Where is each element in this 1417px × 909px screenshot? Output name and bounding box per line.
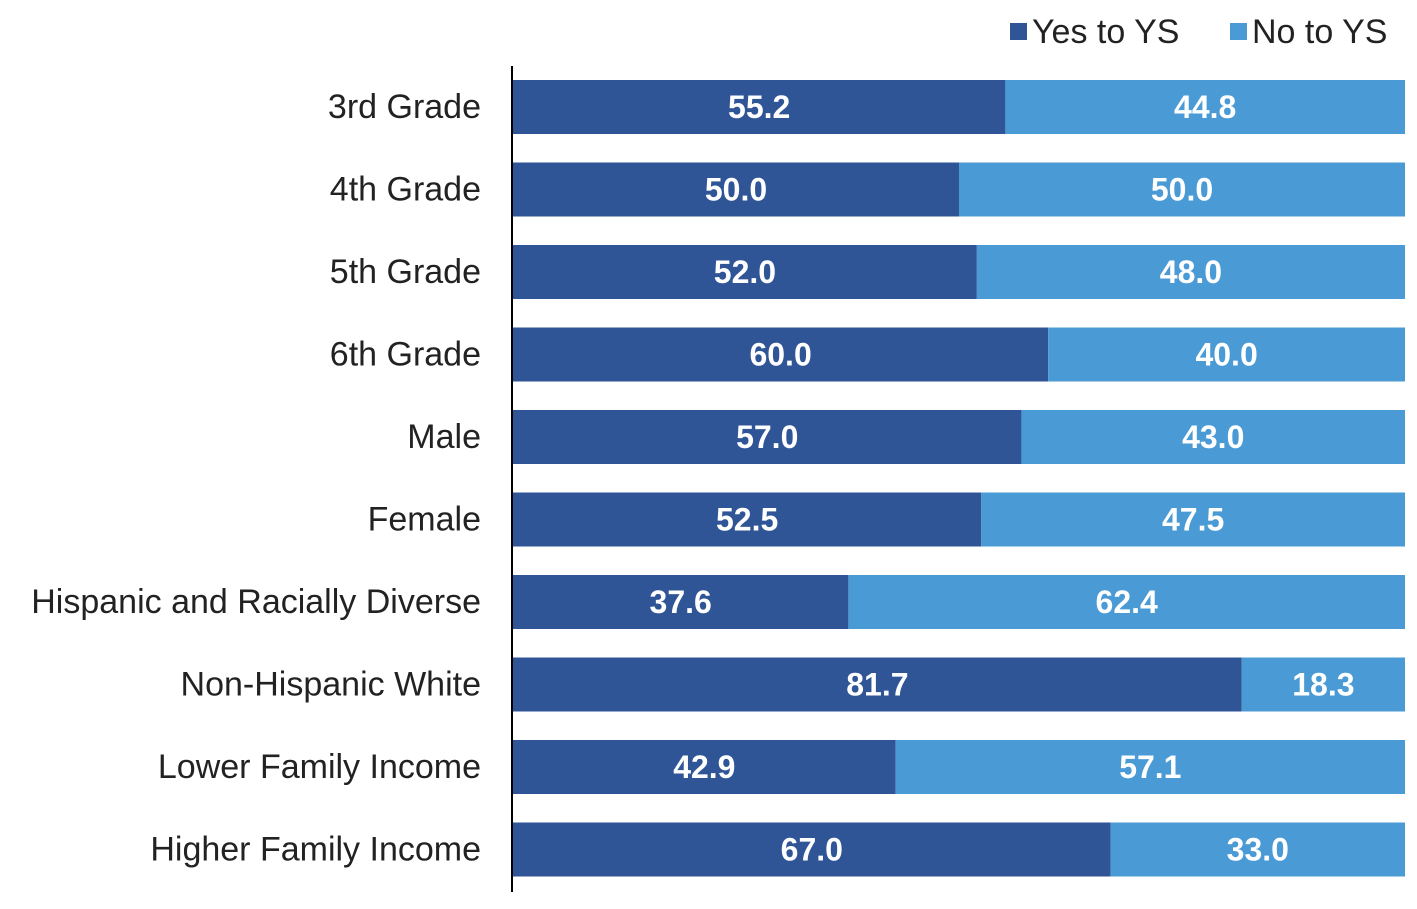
category-label-hispanic-and-racially-diverse: Hispanic and Racially Diverse xyxy=(31,583,481,621)
legend-label-no-to-ys: No to YS xyxy=(1252,13,1387,51)
bar-no-to-ys-lower-family-income xyxy=(895,740,1405,794)
data-label-yes-to-ys-lower-family-income: 42.9 xyxy=(673,749,735,785)
data-label-yes-to-ys-female: 52.5 xyxy=(716,502,778,538)
data-label-yes-to-ys-4th-grade: 50.0 xyxy=(705,172,767,208)
data-label-no-to-ys-female: 47.5 xyxy=(1162,502,1224,538)
data-label-yes-to-ys-male: 57.0 xyxy=(736,419,798,455)
data-label-no-to-ys-3rd-grade: 44.8 xyxy=(1174,89,1236,125)
category-label-higher-family-income: Higher Family Income xyxy=(150,831,481,869)
legend-label-yes-to-ys: Yes to YS xyxy=(1032,13,1179,51)
category-label-male: Male xyxy=(407,418,481,456)
bar-yes-to-ys-4th-grade xyxy=(513,162,959,217)
category-label-non-hispanic-white: Non-Hispanic White xyxy=(181,666,481,704)
data-label-yes-to-ys-5th-grade: 52.0 xyxy=(714,254,776,290)
bar-yes-to-ys-3rd-grade xyxy=(513,80,1006,134)
data-label-yes-to-ys-3rd-grade: 55.2 xyxy=(728,89,790,125)
data-labels: 55.2 44.8 50.0 50.0 52.0 48.0 60.0 40.0 57.0 43.0… xyxy=(650,89,1355,868)
bar-no-to-ys-male xyxy=(1021,410,1405,464)
data-label-no-to-ys-lower-family-income: 57.1 xyxy=(1119,749,1181,785)
data-label-no-to-ys-5th-grade: 48.0 xyxy=(1160,254,1222,290)
legend: Yes to YS No to YS xyxy=(1010,13,1387,51)
data-label-yes-to-ys-6th-grade: 60.0 xyxy=(749,337,811,373)
bar-yes-to-ys-lower-family-income xyxy=(513,740,896,794)
bar-no-to-ys-female xyxy=(981,492,1405,547)
bar-no-to-ys-hispanic-and-racially-diverse xyxy=(848,575,1405,629)
data-label-yes-to-ys-non-hispanic-white: 81.7 xyxy=(846,667,908,703)
legend-swatch-no-to-ys xyxy=(1230,23,1247,40)
data-label-no-to-ys-6th-grade: 40.0 xyxy=(1195,337,1257,373)
bar-yes-to-ys-5th-grade xyxy=(513,245,977,299)
data-label-no-to-ys-male: 43.0 xyxy=(1182,419,1244,455)
category-label-female: Female xyxy=(368,501,481,539)
bar-yes-to-ys-higher-family-income xyxy=(513,822,1111,877)
data-label-yes-to-ys-hispanic-and-racially-diverse: 37.6 xyxy=(650,584,712,620)
category-labels: 3rd Grade 4th Grade 5th Grade 6th Grade Male… xyxy=(31,88,481,869)
bar-no-to-ys-non-hispanic-white xyxy=(1241,657,1405,712)
bars xyxy=(513,80,1405,877)
category-label-6th-grade: 6th Grade xyxy=(330,336,481,374)
category-label-lower-family-income: Lower Family Income xyxy=(158,748,481,786)
data-label-no-to-ys-4th-grade: 50.0 xyxy=(1151,172,1213,208)
data-label-yes-to-ys-higher-family-income: 67.0 xyxy=(781,832,843,868)
category-label-4th-grade: 4th Grade xyxy=(330,171,481,209)
bar-no-to-ys-5th-grade xyxy=(976,245,1405,299)
bar-yes-to-ys-female xyxy=(513,492,982,547)
bar-yes-to-ys-6th-grade xyxy=(513,327,1049,382)
legend-swatch-yes-to-ys xyxy=(1010,23,1027,40)
bar-yes-to-ys-hispanic-and-racially-diverse xyxy=(513,575,849,629)
bar-no-to-ys-3rd-grade xyxy=(1005,80,1405,134)
bar-no-to-ys-higher-family-income xyxy=(1110,822,1405,877)
bar-no-to-ys-4th-grade xyxy=(959,162,1405,217)
bar-no-to-ys-6th-grade xyxy=(1048,327,1405,382)
data-label-no-to-ys-hispanic-and-racially-diverse: 62.4 xyxy=(1096,584,1158,620)
bar-yes-to-ys-non-hispanic-white xyxy=(513,657,1242,712)
bar-yes-to-ys-male xyxy=(513,410,1022,464)
data-label-no-to-ys-higher-family-income: 33.0 xyxy=(1227,832,1289,868)
category-label-3rd-grade: 3rd Grade xyxy=(328,88,481,126)
data-label-no-to-ys-non-hispanic-white: 18.3 xyxy=(1292,667,1354,703)
category-label-5th-grade: 5th Grade xyxy=(330,253,481,291)
